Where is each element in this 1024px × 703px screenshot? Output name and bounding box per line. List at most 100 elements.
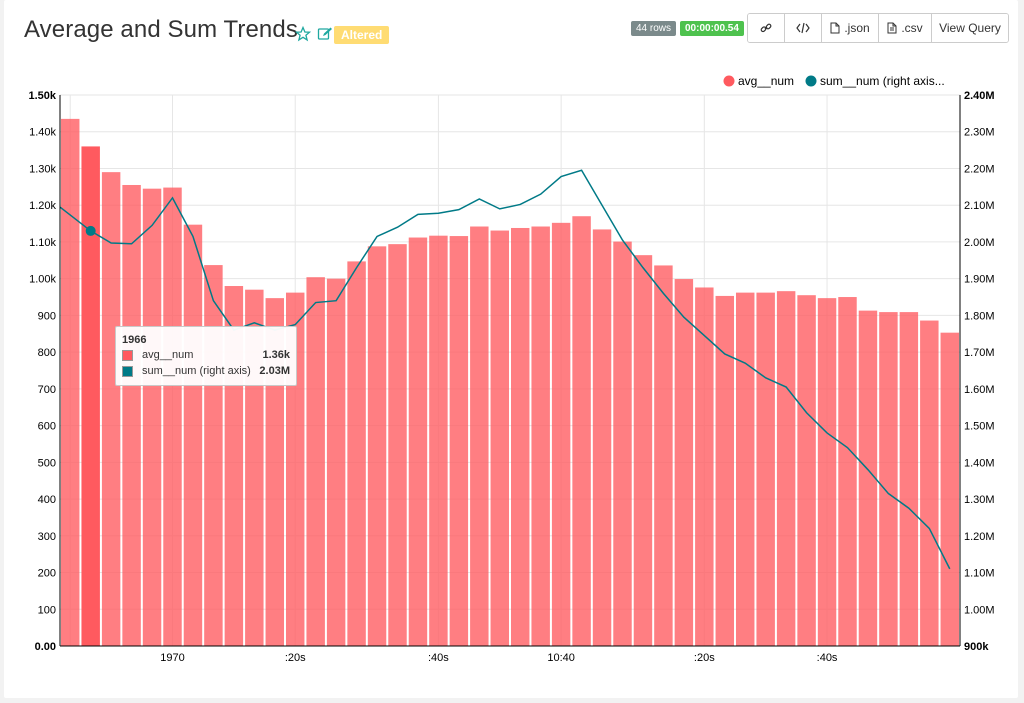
bar	[408, 237, 428, 646]
left-axis-tick-label: 1.40k	[29, 127, 56, 139]
right-axis-tick-label: 1.30M	[964, 494, 995, 506]
bar	[163, 187, 182, 646]
bar	[470, 226, 489, 646]
left-axis-tick-label: 100	[38, 604, 56, 616]
left-axis-tick-label: 800	[38, 347, 56, 359]
bar	[183, 224, 203, 646]
tooltip-label-avg: avg__num	[142, 349, 194, 361]
left-axis-tick-label: 300	[38, 531, 56, 543]
query-timer-badge: 00:00:00.54	[680, 21, 744, 36]
right-axis-tick-label: 2.20M	[964, 163, 995, 175]
tooltip-row-avg: avg__num 1.36k	[122, 349, 290, 363]
file-icon	[830, 22, 840, 34]
x-axis-tick-label: :40s	[817, 652, 838, 664]
left-axis-tick-label: 1.30k	[29, 163, 56, 175]
right-axis-tick-label: 900k	[964, 641, 989, 653]
bar	[306, 277, 325, 646]
left-axis-tick-label: 600	[38, 421, 56, 433]
left-axis-tick-label: 900	[38, 310, 56, 322]
left-axis-tick-label: 500	[38, 457, 56, 469]
bar	[572, 216, 591, 646]
bar	[654, 265, 673, 646]
legend-swatch-avg	[723, 75, 735, 87]
legend-label-sum: sum__num (right axis...	[820, 74, 945, 88]
bar	[715, 295, 734, 646]
file-icon	[887, 22, 897, 34]
tooltip-value-sum: 2.03M	[259, 365, 290, 377]
right-axis-tick-label: 1.00M	[964, 604, 995, 616]
bar	[101, 172, 121, 646]
left-axis-tick-label: 0.00	[35, 641, 56, 653]
tooltip-swatch-sum	[122, 366, 133, 377]
right-axis-tick-label: 2.40M	[964, 90, 995, 102]
view-query-button[interactable]: View Query	[932, 14, 1008, 42]
bar	[592, 229, 612, 646]
bar	[81, 146, 100, 646]
highlight-point	[85, 225, 96, 236]
code-icon	[796, 22, 810, 34]
x-axis-tick-label: 1970	[160, 652, 184, 664]
tooltip-value-avg: 1.36k	[262, 349, 290, 361]
left-axis-tick-label: 200	[38, 568, 56, 580]
bar	[531, 226, 550, 646]
bar	[776, 291, 796, 646]
sum-line	[59, 169, 951, 570]
share-link-button[interactable]	[748, 14, 785, 42]
bar	[736, 292, 755, 646]
edit-icon[interactable]	[317, 26, 333, 42]
right-axis-tick-label: 1.40M	[964, 457, 995, 469]
bar	[879, 312, 898, 646]
export-csv-button[interactable]: .csv	[879, 14, 932, 42]
bar	[347, 261, 366, 646]
left-axis-tick-label: 400	[38, 494, 56, 506]
row-count-badge: 44 rows	[631, 21, 677, 36]
bar	[429, 235, 448, 646]
right-axis-tick-label: 1.90M	[964, 274, 995, 286]
chart-tooltip: 1966 avg__num 1.36k sum__num (right axis…	[115, 326, 297, 386]
page-title: Average and Sum Trends	[24, 16, 298, 43]
bar	[490, 230, 509, 646]
link-icon	[760, 23, 772, 33]
bar	[940, 332, 959, 646]
right-axis-tick-label: 1.10M	[964, 568, 995, 580]
bar	[122, 184, 141, 646]
bar	[838, 297, 857, 646]
right-axis-tick-label: 2.30M	[964, 127, 995, 139]
right-axis-tick-label: 1.70M	[964, 347, 995, 359]
bar	[61, 118, 80, 647]
embed-code-button[interactable]	[785, 14, 822, 42]
tooltip-label-sum: sum__num (right axis)	[142, 365, 251, 377]
tooltip-row-sum: sum__num (right axis) 2.03M	[122, 365, 290, 379]
bar	[633, 255, 653, 646]
bar	[674, 279, 694, 646]
bar	[756, 292, 775, 646]
tooltip-swatch-avg	[122, 350, 133, 361]
bar	[326, 278, 346, 646]
right-axis-tick-label: 2.00M	[964, 237, 995, 249]
export-json-label: .json	[844, 21, 870, 35]
star-icon[interactable]	[294, 25, 312, 42]
left-axis-tick-label: 1.50k	[28, 90, 56, 102]
left-axis-tick-label: 1.10k	[29, 237, 56, 249]
bar	[920, 320, 939, 646]
bar	[142, 188, 162, 647]
left-axis-tick-label: 700	[38, 384, 56, 396]
left-axis-tick-label: 1.00k	[29, 274, 56, 286]
export-toolbar: .json .csv View Query	[747, 13, 1009, 43]
legend-swatch-sum	[805, 75, 817, 87]
right-axis-tick-label: 2.10M	[964, 200, 995, 212]
tooltip-title: 1966	[122, 334, 147, 346]
altered-badge: Altered	[334, 26, 390, 44]
bar	[899, 312, 919, 646]
bar	[797, 295, 816, 646]
x-axis-tick-label: :20s	[285, 652, 306, 664]
left-axis-tick-label: 1.20k	[29, 200, 56, 212]
bar	[367, 246, 387, 646]
bar	[204, 265, 223, 646]
export-json-button[interactable]: .json	[822, 14, 879, 42]
title-actions	[294, 25, 333, 42]
bar	[695, 287, 714, 646]
bar	[449, 236, 469, 646]
export-csv-label: .csv	[901, 21, 923, 35]
bar	[613, 241, 632, 647]
